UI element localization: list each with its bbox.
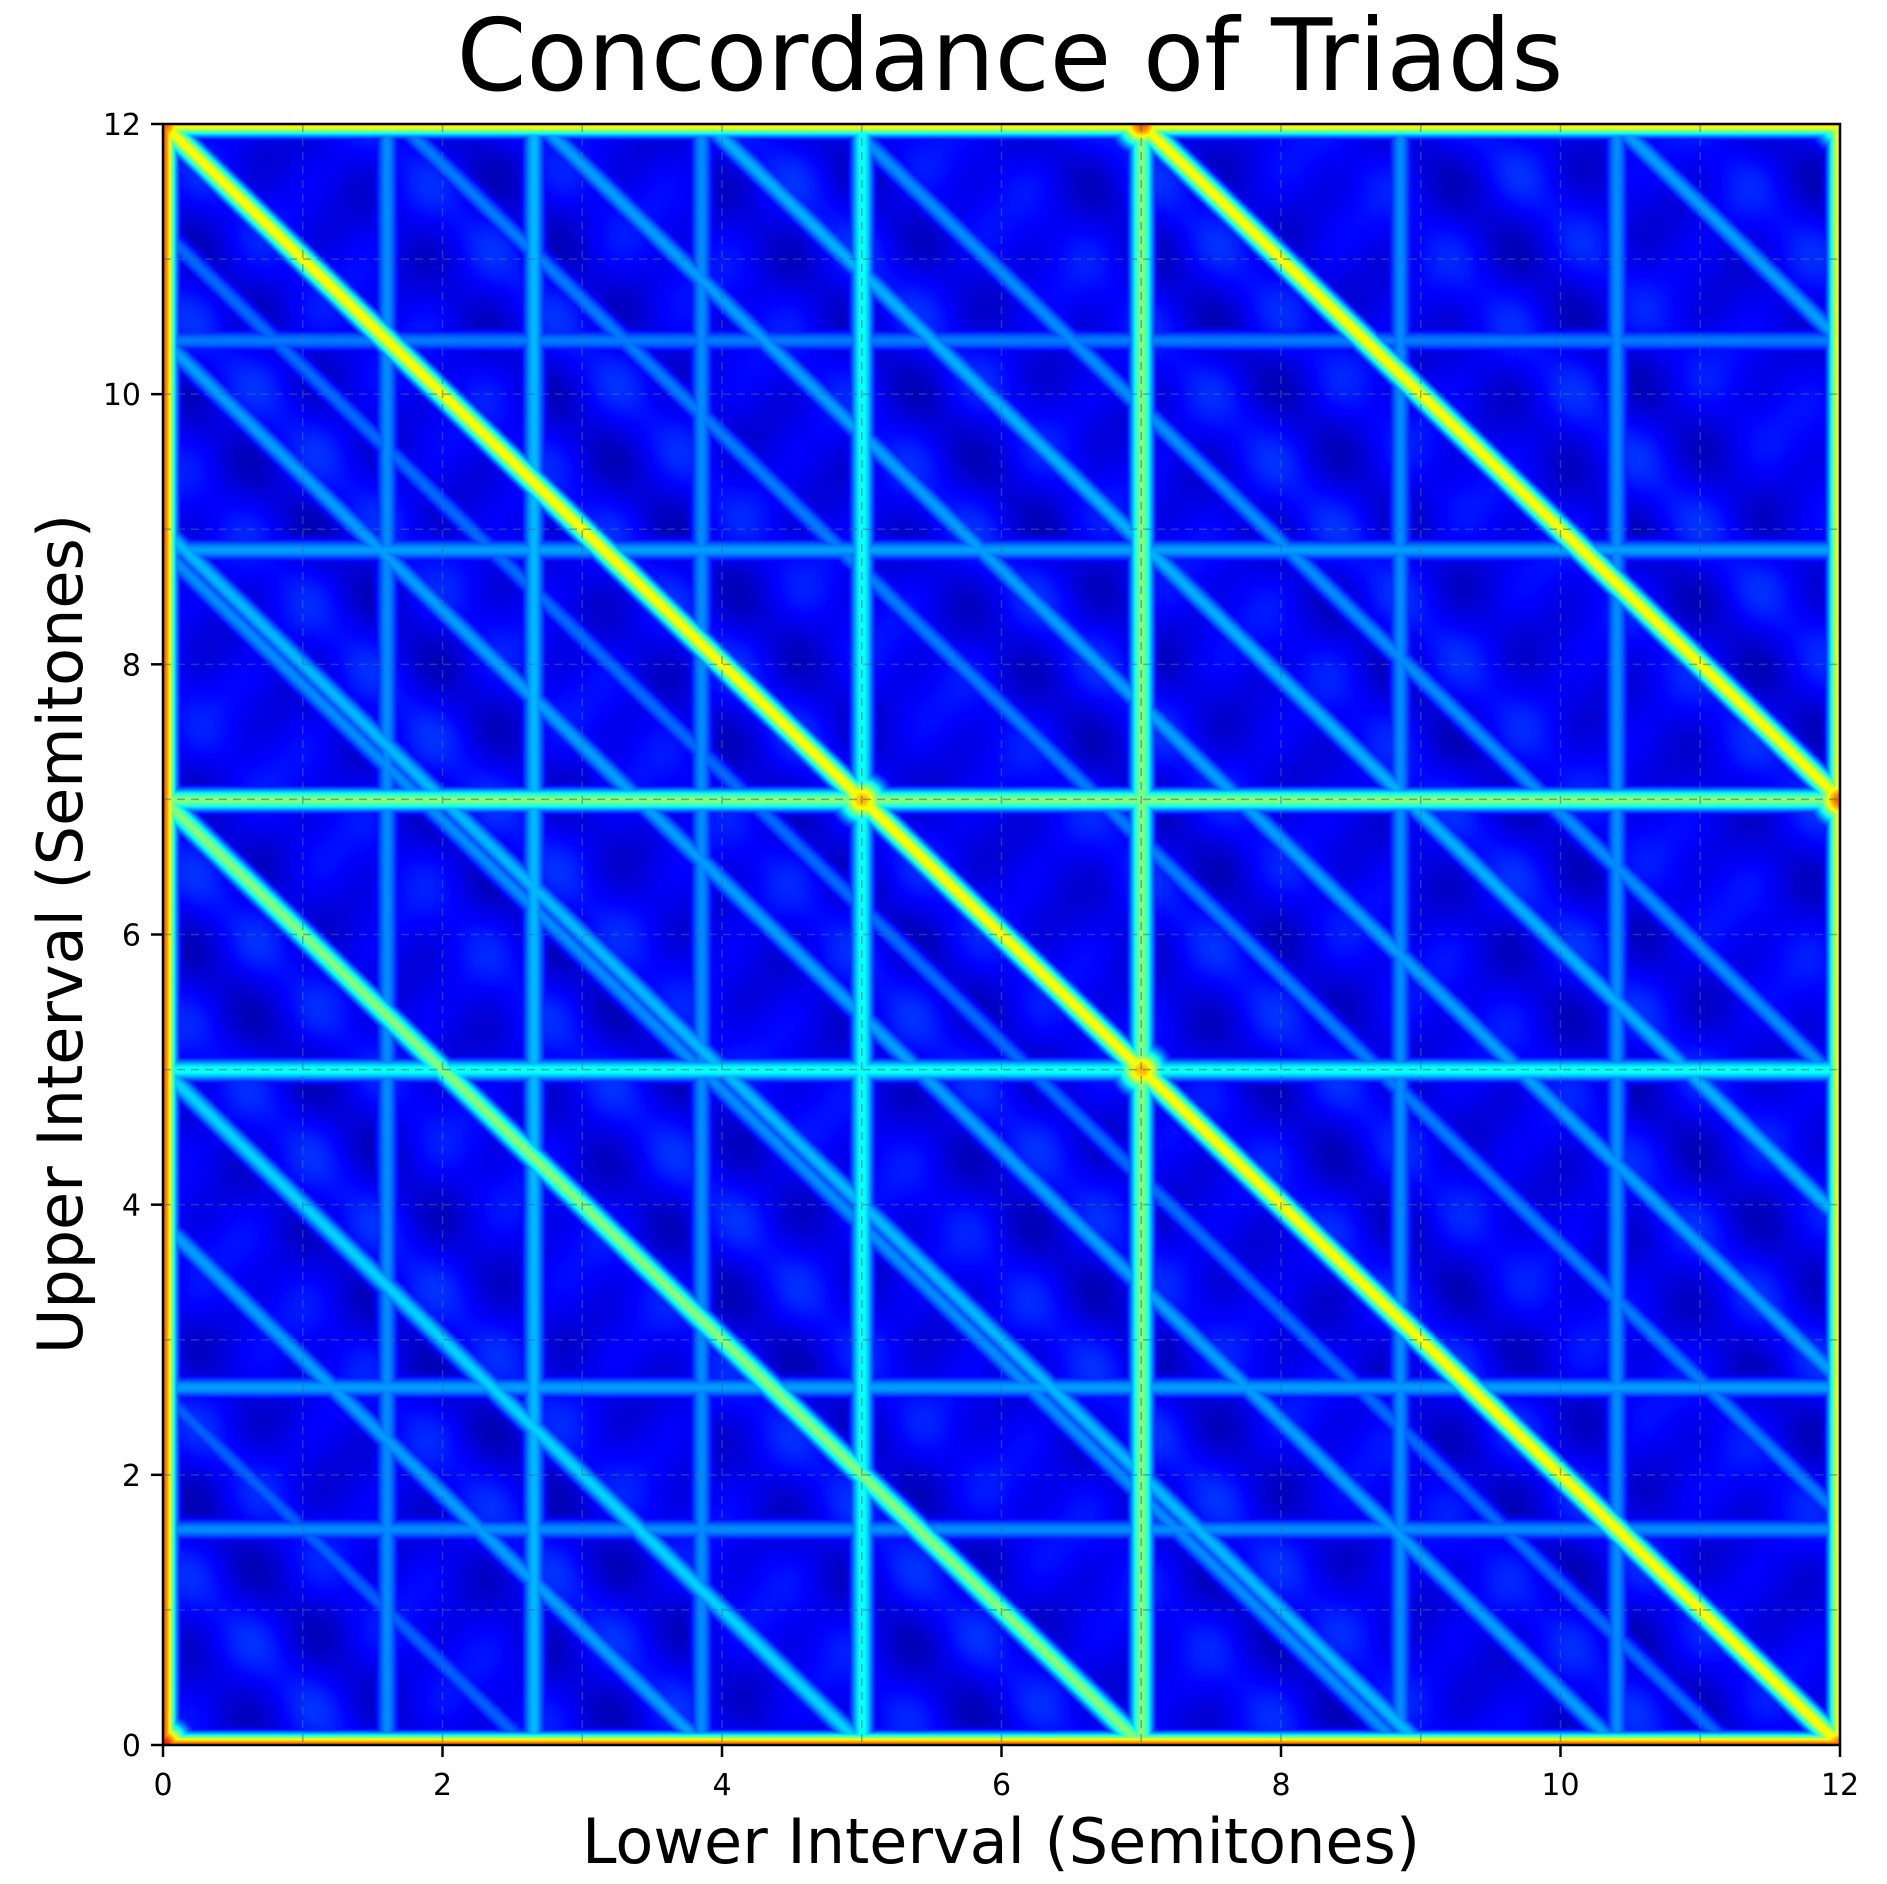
- x-tick-label: 8: [1271, 1768, 1290, 1803]
- x-tick-label: 12: [1821, 1768, 1859, 1803]
- x-axis-label: Lower Interval (Semitones): [582, 1805, 1420, 1878]
- y-tick-label: 8: [122, 648, 141, 683]
- x-tick-label: 10: [1541, 1768, 1579, 1803]
- chart-title: Concordance of Triads: [457, 0, 1564, 114]
- y-tick-label: 12: [103, 108, 141, 143]
- y-axis: 0 2 4 6 8 10 12: [103, 108, 163, 1764]
- x-tick-label: 4: [712, 1768, 731, 1803]
- x-axis: 0 2 4 6 8 10 12: [153, 1745, 1859, 1803]
- y-tick-label: 0: [122, 1729, 141, 1764]
- x-tick-label: 6: [992, 1768, 1011, 1803]
- y-tick-label: 2: [122, 1459, 141, 1494]
- grid: [163, 124, 1840, 1745]
- y-tick-label: 6: [122, 919, 141, 954]
- x-tick-label: 0: [153, 1768, 172, 1803]
- y-axis-label: Upper Interval (Semitones): [24, 514, 97, 1354]
- y-tick-label: 4: [122, 1189, 141, 1224]
- y-tick-label: 10: [103, 378, 141, 413]
- x-tick-label: 2: [433, 1768, 452, 1803]
